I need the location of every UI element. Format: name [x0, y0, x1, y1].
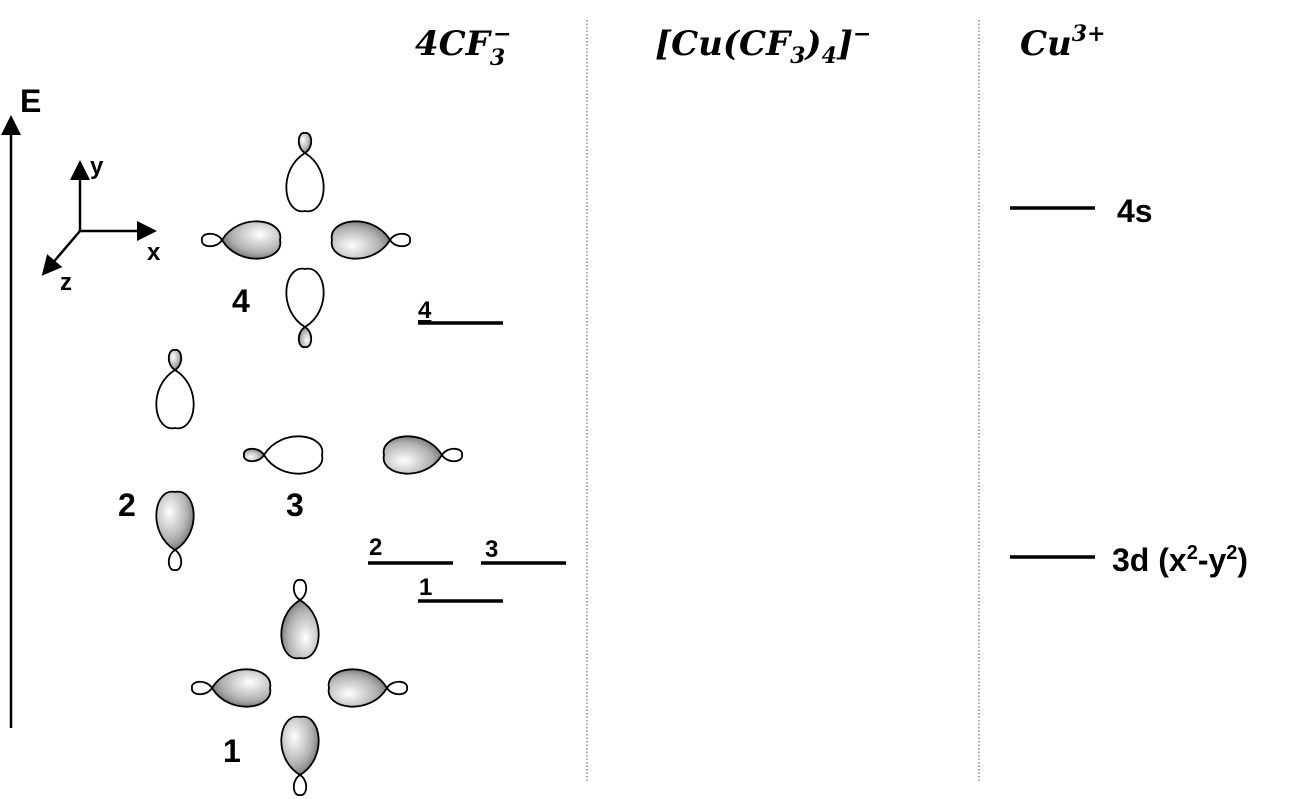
orbital-lobe	[169, 350, 181, 370]
orbital-lobe	[212, 669, 270, 706]
header: Cu3+	[1020, 21, 1106, 64]
level-label: 1	[419, 574, 432, 601]
orbitals	[156, 133, 462, 795]
orbital-lobe	[202, 234, 222, 246]
orbital-lobe	[442, 449, 462, 461]
header: 4CF3−	[415, 21, 512, 71]
header-text: ]	[836, 24, 853, 64]
orbital-lobe	[222, 221, 280, 258]
orbital-lobe	[264, 436, 322, 473]
header-sup: −	[493, 21, 511, 47]
orbital-lobe	[169, 550, 181, 570]
orbital-lobe	[332, 221, 390, 258]
header-text: Cu	[1020, 24, 1072, 64]
orbital-label: 1	[223, 733, 241, 769]
header-sup: 3+	[1072, 21, 1106, 47]
orbital-lobe	[299, 327, 311, 347]
header-text: [Cu(CF	[655, 24, 793, 64]
level-label: 4s	[1117, 193, 1153, 229]
header-text: )	[803, 24, 821, 64]
header-sub: 4	[822, 43, 837, 69]
level-text: 3d (x	[1112, 542, 1187, 578]
coordinate-axes	[45, 165, 152, 272]
orbital-lobe	[299, 133, 311, 153]
header-sub: 3	[790, 43, 805, 69]
diagram: 4CF3− [Cu(CF3)4]− Cu3+ E y x z 4 2 3 1 4…	[0, 0, 1295, 799]
orbital-lobe	[390, 234, 410, 246]
level-label: 3	[485, 536, 498, 563]
level-sup: 2	[1187, 542, 1198, 564]
orbital-lobe	[329, 669, 387, 706]
level-sup: 2	[1226, 542, 1237, 564]
orbital-lobe	[387, 682, 407, 694]
orbital-label: 3	[286, 487, 304, 523]
orbital-label: 2	[118, 487, 136, 523]
orbital-lobe	[384, 436, 442, 473]
header: [Cu(CF3)4]−	[655, 21, 871, 69]
orbital-lobe	[192, 682, 212, 694]
level-label: 3d (x2-y2)	[1112, 542, 1248, 578]
orbital-lobe	[281, 717, 318, 775]
orbital-lobe	[286, 153, 323, 211]
orbital-lobe	[156, 492, 193, 550]
orbital-lobe	[294, 580, 306, 600]
level-text: -y	[1198, 542, 1227, 578]
level-text: )	[1237, 542, 1248, 578]
axis-label: y	[90, 153, 104, 180]
header-sup: −	[853, 21, 871, 47]
orbital-lobe	[281, 600, 318, 658]
z-axis	[45, 231, 80, 272]
axis-label: x	[147, 239, 161, 266]
energy-label: E	[20, 83, 41, 119]
axis-label: z	[60, 269, 72, 296]
header-sub: 3	[490, 45, 505, 71]
orbital-lobe	[286, 269, 323, 327]
orbital-lobe	[156, 370, 193, 428]
header-text: 4CF	[415, 24, 493, 64]
orbital-lobe	[244, 449, 264, 461]
level-label: 4	[418, 297, 432, 324]
orbital-lobe	[294, 775, 306, 795]
orbital-label: 4	[232, 283, 250, 319]
level-text: 4s	[1117, 193, 1153, 229]
level-label: 2	[369, 534, 382, 561]
